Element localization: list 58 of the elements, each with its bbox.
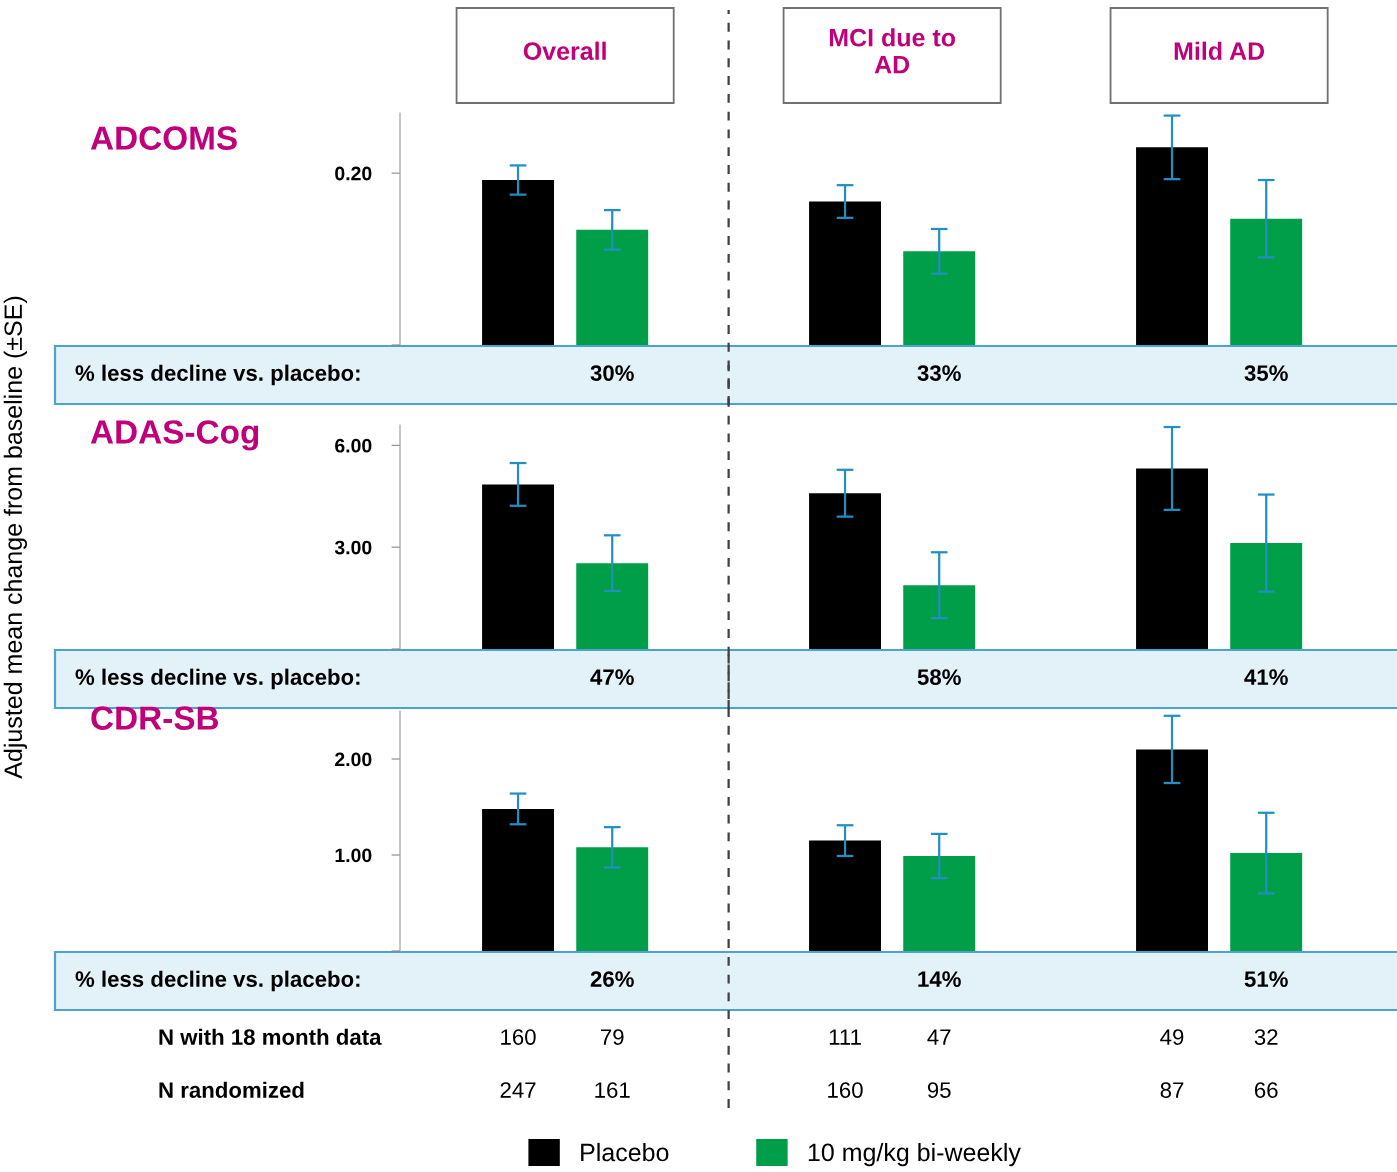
legend-label: 10 mg/kg bi-weekly: [808, 1142, 1021, 1167]
text: 247: [500, 1082, 536, 1098]
bar: [1230, 218, 1303, 345]
bar: [809, 201, 882, 345]
x-tick-label: MCI due to AD: [829, 28, 956, 74]
text: 51%: [1244, 971, 1288, 987]
text: 47: [927, 1029, 951, 1045]
text: N randomized: [159, 1081, 304, 1098]
text: 111: [829, 1029, 861, 1045]
legend-label: Placebo: [581, 1142, 669, 1162]
text: 47%: [590, 669, 634, 685]
text: 14%: [918, 971, 961, 987]
bar: [903, 855, 976, 951]
bar: [576, 563, 649, 649]
x-tick-label: Overall: [523, 41, 606, 60]
y-tick-label: 6.00: [335, 438, 372, 453]
text: 33%: [917, 365, 961, 381]
chart-title: ADAS-Cog: [90, 420, 259, 451]
bar: [1230, 543, 1303, 649]
chart-title: CDR-SB: [91, 706, 219, 730]
text: 35%: [1244, 365, 1288, 381]
y-axis-title: Adjusted mean change from baseline (±SE): [3, 296, 27, 779]
text: 160: [501, 1029, 536, 1045]
text: % less decline vs. placebo:: [75, 364, 360, 386]
text: % less decline vs. placebo:: [75, 668, 360, 690]
text: 87: [1160, 1082, 1184, 1098]
bar: [809, 493, 882, 649]
bar: [1136, 749, 1208, 951]
bar: [903, 585, 976, 649]
bar: [482, 808, 555, 951]
text: 49: [1160, 1029, 1184, 1045]
text: 66: [1254, 1082, 1278, 1098]
y-tick-label: 0.20: [335, 166, 372, 181]
bar: [482, 484, 555, 649]
bar: [1136, 147, 1208, 345]
y-tick-label: 3.00: [334, 540, 372, 555]
text: % less decline vs. placebo:: [75, 970, 360, 992]
text: 58%: [917, 669, 961, 685]
bar: [809, 840, 882, 951]
text: 160: [828, 1082, 863, 1098]
bar: [576, 229, 649, 345]
chart-title: ADCOMS: [90, 126, 237, 150]
x-tick-label: Mild AD: [1174, 41, 1265, 60]
bar: [482, 180, 555, 345]
text: N with 18 month data: [159, 1028, 382, 1045]
y-tick-label: 1.00: [335, 848, 372, 863]
bar: [576, 847, 649, 951]
y-tick-label: 2.00: [335, 752, 372, 767]
text: 95: [927, 1082, 951, 1098]
text: 30%: [590, 365, 634, 381]
text: 32: [1254, 1029, 1278, 1045]
text: 26%: [590, 971, 634, 987]
text: 79: [601, 1029, 624, 1045]
bar: [1230, 853, 1303, 951]
bar: [1136, 468, 1208, 649]
text: 41%: [1244, 669, 1288, 685]
text: 161: [595, 1082, 630, 1098]
bar: [903, 251, 976, 345]
